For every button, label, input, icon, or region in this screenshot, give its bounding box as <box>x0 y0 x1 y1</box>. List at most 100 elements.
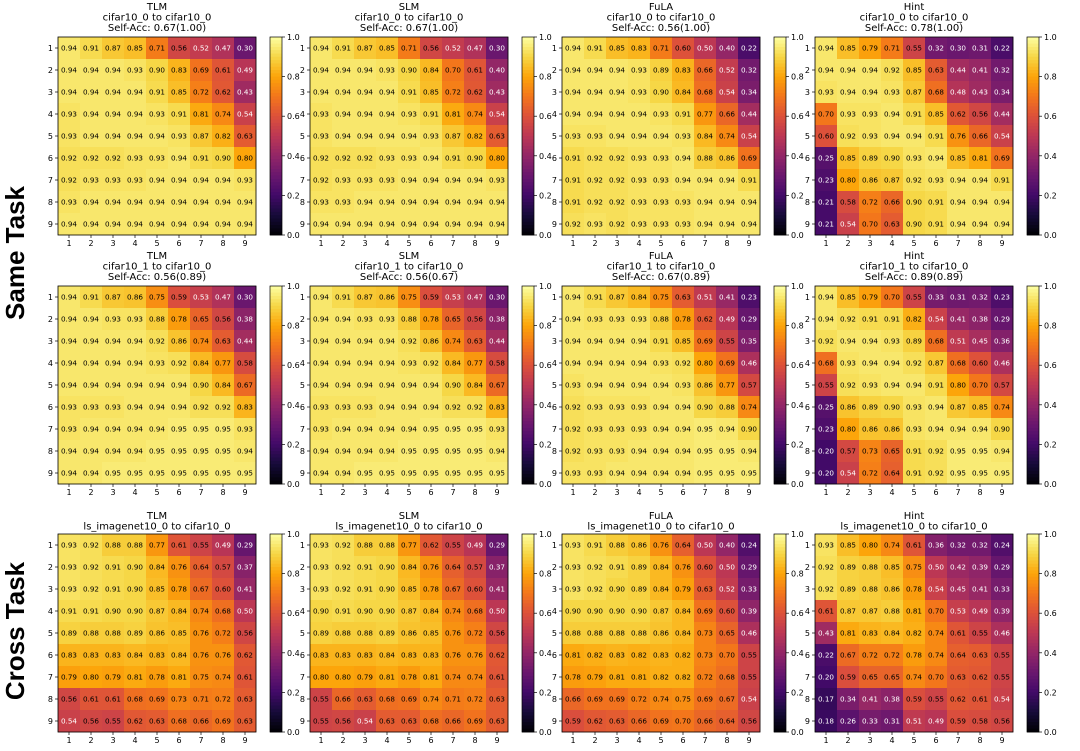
heatmap-cell <box>332 666 355 689</box>
colorbar-segment <box>270 603 282 607</box>
y-tick-label: 5 <box>805 629 810 638</box>
heatmap-cell <box>146 352 169 375</box>
colorbar-segment <box>774 375 786 379</box>
colorbar-frame <box>269 285 283 485</box>
heatmap-cell <box>376 308 399 331</box>
cell-label: 0.93 <box>401 154 417 163</box>
heatmap-cell <box>606 191 629 214</box>
heatmap-cell <box>881 600 904 623</box>
heatmap-cell <box>102 191 125 214</box>
colorbar-segment <box>522 404 534 409</box>
heatmap-cell <box>584 59 607 82</box>
cell-label: 0.94 <box>127 132 143 141</box>
cell-label: 0.84 <box>675 88 691 97</box>
heatmap-cell <box>234 308 257 331</box>
heatmap-cell <box>376 125 399 148</box>
heatmap-cell <box>310 59 333 82</box>
colorbar-segment <box>1027 99 1039 104</box>
cell-label: 0.84 <box>467 381 483 390</box>
colorbar-segment <box>522 464 534 468</box>
x-tick-label: 1 <box>823 736 828 745</box>
colorbar-segment <box>774 649 786 654</box>
heatmap-cell <box>969 556 992 579</box>
cell-label: 0.70 <box>719 651 735 660</box>
heatmap-cell <box>881 644 904 667</box>
colorbar-segment <box>1027 708 1039 713</box>
cell-label: 0.90 <box>149 66 165 75</box>
colorbar-segment <box>522 93 534 97</box>
cell-label: 0.73 <box>697 629 713 638</box>
cell-label: 0.92 <box>61 176 77 185</box>
heatmap-cell <box>146 462 169 485</box>
heatmap-cell <box>168 534 191 557</box>
heatmap-cell <box>486 622 509 645</box>
cell-label: 0.94 <box>950 198 966 207</box>
y-tick-label: 5 <box>300 629 305 638</box>
cell-label: 0.65 <box>193 315 209 324</box>
heatmap-cell <box>903 644 926 667</box>
heatmap-cell <box>102 37 125 60</box>
colorbar-segment <box>1027 175 1039 180</box>
colorbar-tick-label: 0.4 <box>1044 401 1057 410</box>
cell-label: 0.90 <box>467 154 483 163</box>
heatmap-cell <box>650 396 673 419</box>
colorbar-segment <box>270 401 282 406</box>
colorbar-tick-label: 0.6 <box>791 609 804 618</box>
heatmap-cell <box>815 440 838 463</box>
cell-label: 0.47 <box>467 293 483 302</box>
x-tick-label: 9 <box>494 239 499 248</box>
heatmap-cell <box>102 622 125 645</box>
heatmap-cell <box>672 622 695 645</box>
cell-label: 0.94 <box>609 359 625 368</box>
panel-title: SLM <box>399 251 420 262</box>
heatmap-cell <box>398 330 421 353</box>
heatmap-cell <box>672 330 695 353</box>
colorbar-segment <box>1027 211 1039 216</box>
cell-label: 0.94 <box>83 220 99 229</box>
x-tick-label: 6 <box>176 736 181 745</box>
heatmap-cell <box>837 462 860 485</box>
colorbar-frame <box>521 36 535 236</box>
heatmap-cell <box>398 556 421 579</box>
cell-label: 0.92 <box>609 220 625 229</box>
heatmap-cell <box>310 191 333 214</box>
colorbar-segment <box>774 112 786 117</box>
heatmap-cell <box>124 330 147 353</box>
cell-label: 0.86 <box>423 337 439 346</box>
heatmap-cell <box>925 81 948 104</box>
cell-label: 0.95 <box>215 425 231 434</box>
cell-label: 0.93 <box>862 381 878 390</box>
heatmap-cell <box>606 147 629 170</box>
cell-label: 0.88 <box>609 541 625 550</box>
heatmap-cell <box>562 352 585 375</box>
colorbar-tick-label: 0.2 <box>1044 440 1057 449</box>
x-tick-label: 5 <box>406 736 411 745</box>
heatmap-cell <box>881 622 904 645</box>
heatmap-cell <box>124 213 147 236</box>
heatmap-cell <box>859 534 882 557</box>
cell-label: 0.94 <box>335 381 351 390</box>
cell-label: 0.94 <box>313 337 329 346</box>
colorbar-segment <box>774 365 786 369</box>
heatmap-cell <box>606 169 629 192</box>
cell-label: 0.81 <box>840 629 856 638</box>
heatmap-cell <box>991 534 1014 557</box>
panel-title: Hint <box>904 511 925 522</box>
y-tick-label: 2 <box>552 563 557 572</box>
colorbar-segment <box>774 345 786 350</box>
heatmap-cell <box>628 578 651 601</box>
cell-label: 0.32 <box>928 44 944 53</box>
colorbar-frame <box>773 533 787 733</box>
heatmap-cell <box>376 286 399 309</box>
cell-label: 0.95 <box>149 469 165 478</box>
colorbar-segment <box>1027 228 1039 233</box>
y-tick-label: 9 <box>805 717 810 726</box>
heatmap-cell <box>190 125 213 148</box>
cell-label: 0.62 <box>489 651 505 660</box>
colorbar-segment <box>774 192 786 196</box>
colorbar-segment <box>1027 623 1039 627</box>
heatmap-cell <box>881 352 904 375</box>
y-tick-label: 8 <box>805 695 810 704</box>
colorbar-segment <box>774 540 786 545</box>
colorbar-segment <box>774 613 786 617</box>
